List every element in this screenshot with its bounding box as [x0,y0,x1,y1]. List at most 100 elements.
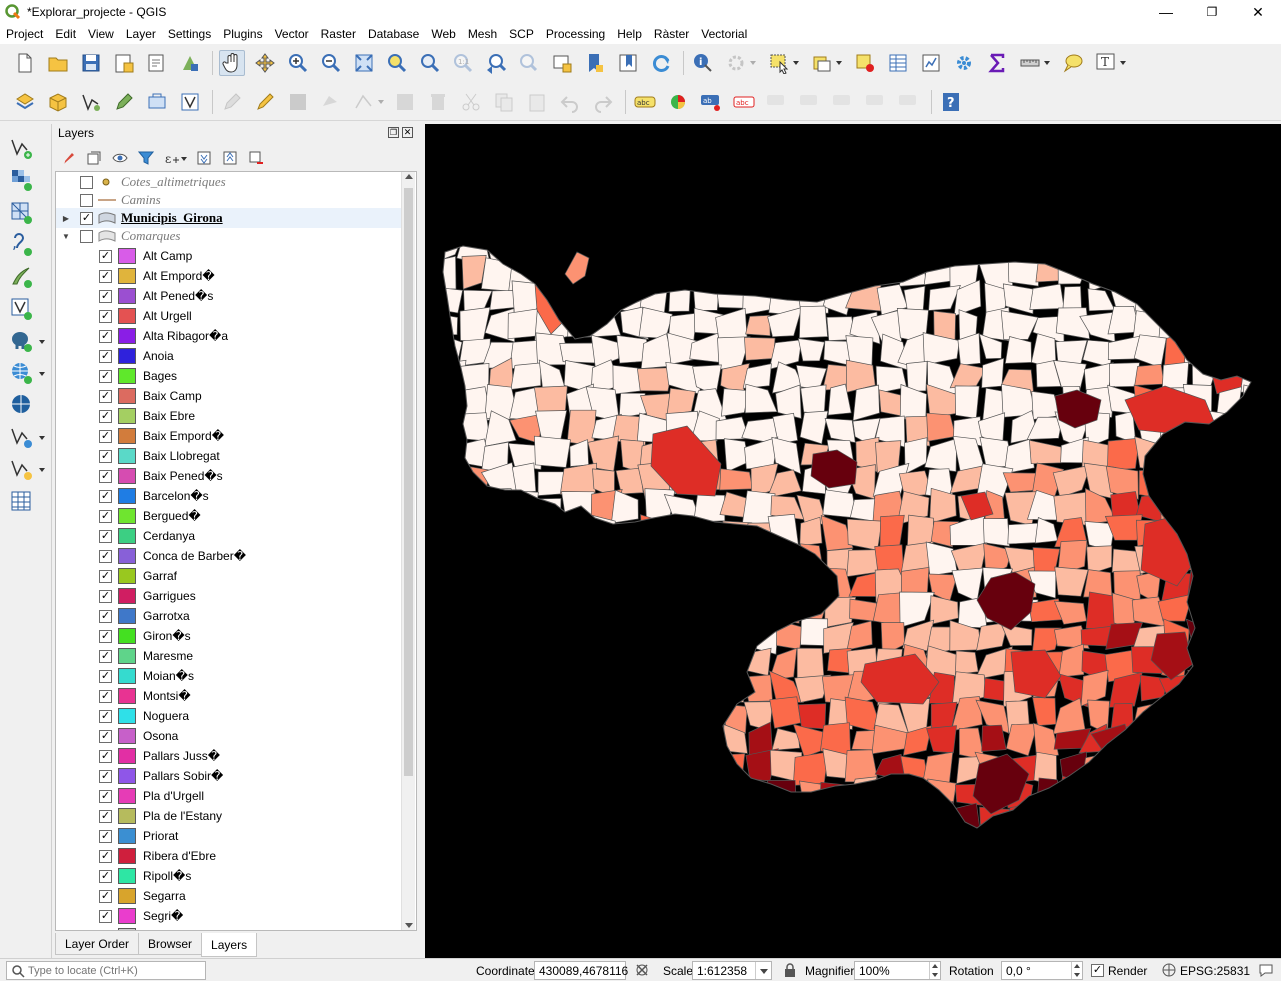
municipality-polygon[interactable] [510,594,539,630]
class-visibility-checkbox[interactable]: ✓ [99,789,112,803]
municipality-polygon[interactable] [1158,674,1191,704]
municipality-polygon[interactable] [650,425,722,497]
municipality-polygon[interactable] [1189,829,1218,856]
municipality-polygon[interactable] [510,778,542,808]
municipality-polygon[interactable] [800,567,829,598]
municipality-polygon[interactable] [691,671,722,708]
municipality-polygon[interactable] [746,591,776,630]
municipality-polygon[interactable] [978,237,1012,266]
legend-class-row[interactable]: ✓ Priorat [56,826,401,846]
municipality-polygon[interactable] [870,230,907,262]
municipality-polygon[interactable] [613,544,648,572]
add-feature-button[interactable] [318,89,344,115]
municipality-polygon[interactable] [1004,336,1032,364]
legend-class-row[interactable]: ✓ Segarra [56,886,401,906]
municipality-polygon[interactable] [799,410,829,445]
municipality-polygon[interactable] [771,594,802,624]
municipality-polygon[interactable] [620,773,649,811]
municipality-polygon[interactable] [922,332,960,366]
municipality-polygon[interactable] [949,829,985,860]
municipality-polygon[interactable] [454,751,489,780]
municipality-polygon[interactable] [430,467,463,500]
municipality-polygon[interactable] [483,593,517,630]
class-visibility-checkbox[interactable]: ✓ [99,629,112,643]
locator-input[interactable] [28,964,198,977]
lock-scale-icon[interactable] [783,962,797,978]
municipality-polygon[interactable] [484,699,516,729]
municipality-polygon[interactable] [1006,237,1033,262]
locator-box[interactable] [6,961,206,980]
municipality-polygon[interactable] [771,436,802,475]
municipality-polygon[interactable] [951,567,984,602]
municipality-polygon[interactable] [1212,651,1248,682]
municipality-polygon[interactable] [585,310,622,338]
municipality-polygon[interactable] [539,619,571,655]
legend-class-row[interactable]: ✓ Bages [56,366,401,386]
municipality-polygon[interactable] [1052,697,1086,735]
class-visibility-checkbox[interactable]: ✓ [99,489,112,503]
spin-arrows-icon[interactable] [929,962,940,979]
municipality-polygon[interactable] [458,542,483,574]
municipality-polygon[interactable] [1209,671,1244,698]
add-wcs-layer-button[interactable] [8,423,45,451]
municipality-polygon[interactable] [1057,807,1092,837]
municipality-polygon[interactable] [926,725,957,754]
show-hide-labels-button[interactable] [797,89,823,115]
municipality-polygon[interactable] [824,418,856,444]
zoom-out-button[interactable] [318,50,344,76]
layer-visibility-checkbox[interactable]: ✓ [80,211,93,225]
legend-class-row[interactable]: ✓ Pla de l'Estany [56,806,401,826]
municipality-polygon[interactable] [1213,516,1244,553]
municipality-polygon[interactable] [1193,420,1215,446]
municipality-polygon[interactable] [745,314,771,337]
municipality-polygon[interactable] [1131,229,1161,259]
collapsed-arrow-icon[interactable]: ▶ [62,213,70,223]
municipality-polygon[interactable] [693,747,726,782]
municipality-polygon[interactable] [1084,827,1112,862]
municipality-polygon[interactable] [1053,600,1087,625]
municipality-polygon[interactable] [922,751,954,783]
legend-class-row[interactable]: ✓ Cerdanya [56,526,401,546]
municipality-polygon[interactable] [1134,364,1165,386]
scroll-down-icon[interactable] [405,923,413,928]
municipality-polygon[interactable] [1211,753,1243,778]
class-visibility-checkbox[interactable]: ✓ [99,389,112,403]
municipality-polygon[interactable] [1138,254,1169,289]
layer-visibility-checkbox[interactable] [80,193,93,207]
municipality-polygon[interactable] [719,468,754,491]
municipality-polygon[interactable] [1057,539,1088,576]
municipality-polygon[interactable] [558,723,589,753]
municipality-polygon[interactable] [613,524,646,552]
deselect-all-button[interactable] [852,50,878,76]
municipality-polygon[interactable] [1215,335,1241,368]
pan-to-selection-button[interactable] [252,50,278,76]
municipality-polygon[interactable] [1242,830,1269,853]
municipality-polygon[interactable] [1157,827,1193,864]
municipality-polygon[interactable] [610,489,639,524]
municipality-polygon[interactable] [1192,309,1218,344]
municipality-polygon[interactable] [1058,643,1085,678]
municipality-polygon[interactable] [1156,280,1191,314]
municipality-polygon[interactable] [955,650,979,675]
municipality-polygon[interactable] [1082,806,1114,829]
municipality-polygon[interactable] [1106,752,1137,778]
menu-vector[interactable]: Vector [274,27,309,41]
municipality-polygon[interactable] [508,747,545,779]
municipality-polygon[interactable] [614,617,648,651]
cut-features-button[interactable] [458,89,484,115]
add-mesh-layer-button[interactable] [8,199,36,227]
legend-class-row[interactable]: ✓ [56,926,401,930]
menu-edit[interactable]: Edit [55,27,77,41]
municipality-polygon[interactable] [490,680,513,705]
municipality-polygon[interactable] [1157,259,1195,288]
municipality-polygon[interactable] [666,702,697,735]
municipality-polygon[interactable] [430,384,464,423]
municipality-polygon[interactable] [748,801,778,836]
municipality-polygon[interactable] [767,573,801,598]
municipality-polygon[interactable] [926,832,956,860]
municipality-polygon[interactable] [1218,778,1237,804]
municipality-polygon[interactable] [1216,438,1247,473]
municipality-polygon[interactable] [589,723,623,758]
municipality-polygon[interactable] [534,773,566,809]
municipality-polygon[interactable] [1055,307,1090,340]
